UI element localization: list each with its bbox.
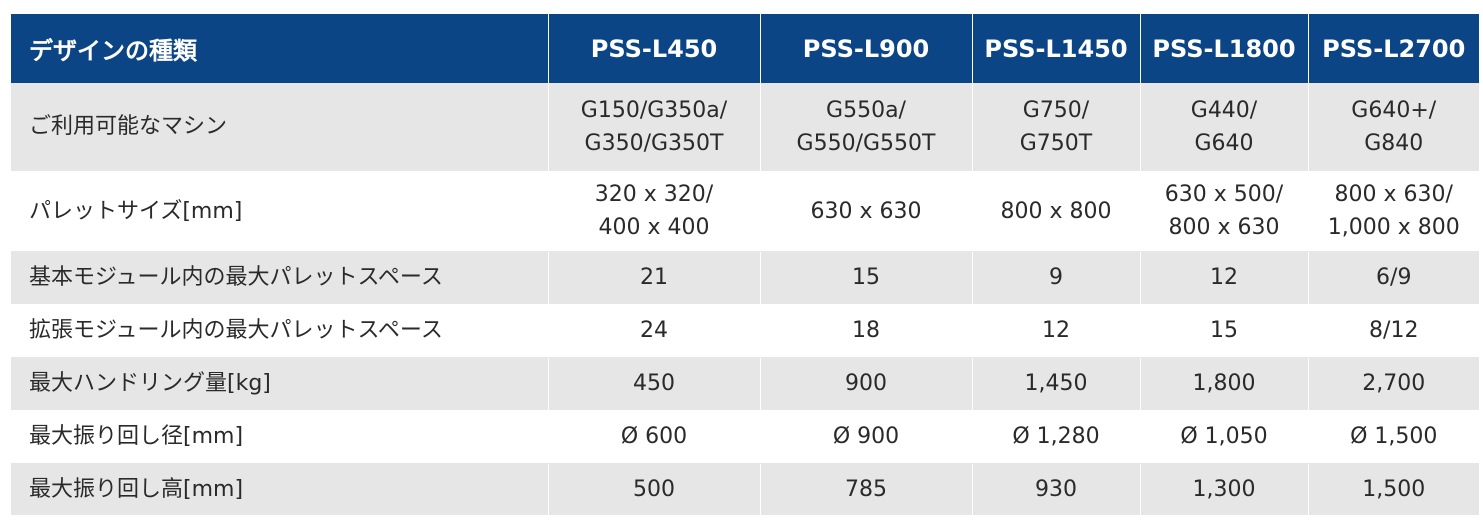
table-row: 最大振り回し径[mm] Ø 600 Ø 900 Ø 1,280 Ø 1,050 … [11, 410, 1479, 464]
cell-line: G840 [1364, 130, 1424, 156]
table-row: ご利用可能なマシン G150/G350a/G350/G350T G550a/G5… [11, 83, 1479, 172]
cell-line: G150/G350a/ [580, 97, 728, 123]
table-cell: 1,500 [1308, 463, 1479, 516]
table-cell: 1,300 [1140, 463, 1309, 516]
cell-line: G640+/ [1351, 97, 1437, 123]
row-label: 基本モジュール内の最大パレットスペース [11, 251, 549, 305]
table-cell: 8/12 [1308, 304, 1479, 358]
table-cell: 15 [760, 251, 973, 305]
table-cell: G150/G350a/G350/G350T [548, 83, 761, 172]
header-model-cell: PSS-L2700 [1308, 14, 1479, 83]
table-cell: Ø 1,500 [1308, 410, 1479, 464]
table-cell: 785 [760, 463, 973, 516]
header-row: デザインの種類 PSS-L450 PSS-L900 PSS-L1450 PSS-… [11, 14, 1479, 83]
header-model-cell: PSS-L450 [548, 14, 761, 83]
table-cell: 6/9 [1308, 251, 1479, 305]
row-label: ご利用可能なマシン [11, 83, 549, 172]
row-label: 最大ハンドリング量[kg] [11, 357, 549, 411]
table-cell: 2,700 [1308, 357, 1479, 411]
table-header: デザインの種類 PSS-L450 PSS-L900 PSS-L1450 PSS-… [11, 14, 1479, 83]
pallet-system-spec-table: デザインの種類 PSS-L450 PSS-L900 PSS-L1450 PSS-… [11, 14, 1479, 516]
table-cell: 12 [972, 304, 1141, 358]
cell-line: G750T [1019, 130, 1093, 156]
cell-line: G640 [1194, 130, 1254, 156]
table-cell: 1,450 [972, 357, 1141, 411]
table-cell: 18 [760, 304, 973, 358]
table-cell: 1,800 [1140, 357, 1309, 411]
cell-line: G750/ [1022, 97, 1090, 123]
table-cell: 800 x 630/1,000 x 800 [1308, 171, 1479, 252]
cell-line: G550a/ [826, 97, 906, 123]
table-cell: Ø 600 [548, 410, 761, 464]
table-row: 基本モジュール内の最大パレットスペース 21 15 9 12 6/9 [11, 251, 1479, 305]
table-cell: G550a/G550/G550T [760, 83, 973, 172]
row-label: パレットサイズ[mm] [11, 171, 549, 252]
table-cell: 900 [760, 357, 973, 411]
table-row: 拡張モジュール内の最大パレットスペース 24 18 12 15 8/12 [11, 304, 1479, 358]
spec-table-container: デザインの種類 PSS-L450 PSS-L900 PSS-L1450 PSS-… [11, 14, 1479, 516]
cell-line: 320 x 320/ [594, 182, 714, 207]
cell-line: 1,000 x 800 [1327, 215, 1460, 240]
cell-line: 800 x 800 [1000, 198, 1112, 224]
cell-line: 400 x 400 [598, 215, 710, 240]
table-row: パレットサイズ[mm] 320 x 320/400 x 400 630 x 63… [11, 171, 1479, 252]
table-cell: 630 x 500/800 x 630 [1140, 171, 1309, 252]
table-row: 最大振り回し高[mm] 500 785 930 1,300 1,500 [11, 463, 1479, 516]
table-cell: 15 [1140, 304, 1309, 358]
table-cell: 800 x 800 [972, 171, 1141, 252]
row-label: 拡張モジュール内の最大パレットスペース [11, 304, 549, 358]
table-cell: 930 [972, 463, 1141, 516]
table-cell: 630 x 630 [760, 171, 973, 252]
cell-line: 800 x 630/ [1334, 182, 1453, 207]
cell-line: G350/G350T [584, 130, 724, 156]
table-cell: G640+/ G840 [1308, 83, 1479, 172]
table-cell: 320 x 320/400 x 400 [548, 171, 761, 252]
table-cell: 500 [548, 463, 761, 516]
row-label: 最大振り回し高[mm] [11, 463, 549, 516]
table-cell: Ø 900 [760, 410, 973, 464]
header-model-cell: PSS-L1800 [1140, 14, 1309, 83]
header-model-cell: PSS-L1450 [972, 14, 1141, 83]
row-label: 最大振り回し径[mm] [11, 410, 549, 464]
cell-line: G440/ [1190, 97, 1258, 123]
table-cell: 21 [548, 251, 761, 305]
cell-line: 800 x 630 [1168, 215, 1280, 240]
table-cell: 24 [548, 304, 761, 358]
table-cell: Ø 1,050 [1140, 410, 1309, 464]
cell-line: G550/G550T [796, 130, 936, 156]
table-cell: G440/G640 [1140, 83, 1309, 172]
table-cell: 12 [1140, 251, 1309, 305]
cell-line: 630 x 630 [810, 198, 922, 224]
table-cell: Ø 1,280 [972, 410, 1141, 464]
table-cell: 450 [548, 357, 761, 411]
table-cell: G750/G750T [972, 83, 1141, 172]
cell-line: 630 x 500/ [1164, 182, 1284, 207]
header-model-cell: PSS-L900 [760, 14, 973, 83]
table-cell: 9 [972, 251, 1141, 305]
header-label-cell: デザインの種類 [11, 14, 549, 83]
table-body: ご利用可能なマシン G150/G350a/G350/G350T G550a/G5… [11, 83, 1479, 516]
table-row: 最大ハンドリング量[kg] 450 900 1,450 1,800 2,700 [11, 357, 1479, 411]
